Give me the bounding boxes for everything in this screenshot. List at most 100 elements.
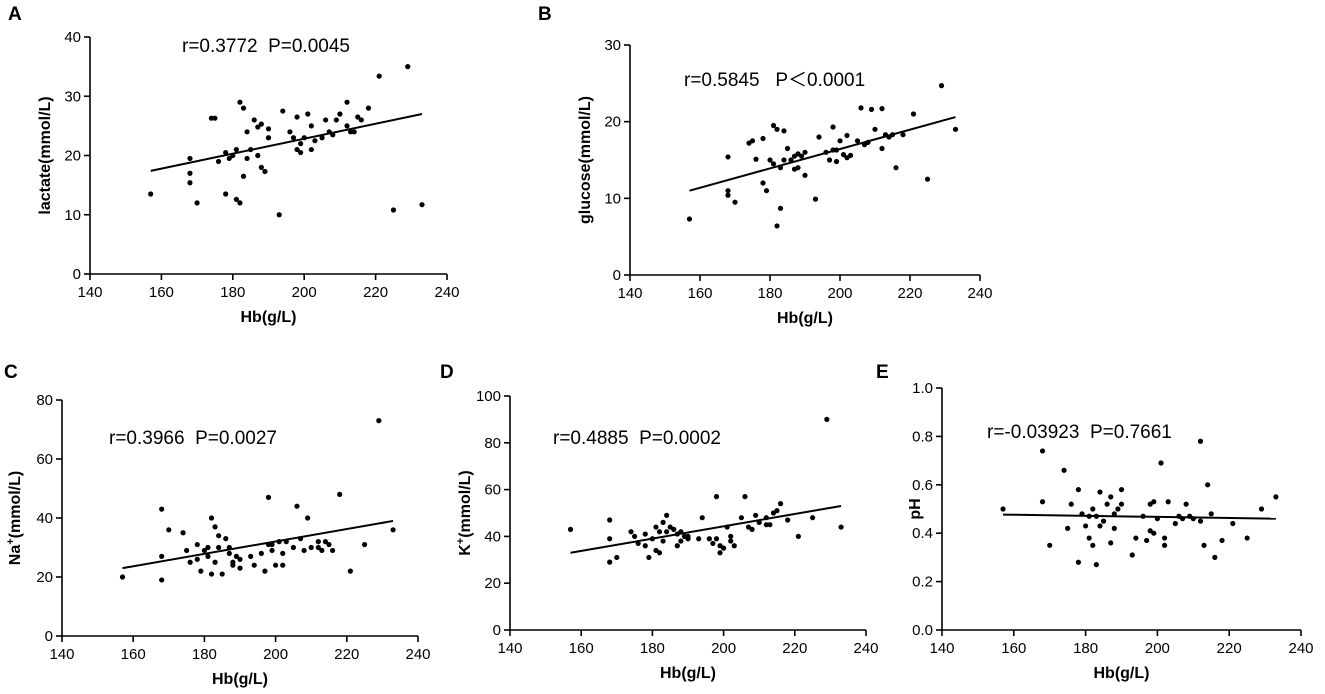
panel-c-data-point: [187, 559, 193, 565]
panel-b-data-point: [879, 145, 885, 152]
panel-d-data-point: [728, 533, 734, 540]
panel-e-y-tick-label: 0.8: [912, 428, 933, 445]
panel-b-x-tick-label: 160: [687, 285, 712, 302]
panel-d-y-tick-label: 20: [484, 575, 501, 592]
panel-c-y-tick-label: 60: [36, 451, 53, 468]
panel-e-data-point: [1118, 501, 1125, 507]
panel-a-data-point: [148, 191, 154, 197]
panel-e-letter: E: [876, 362, 889, 383]
panel-e-data-point: [1151, 530, 1157, 536]
panel-d-y-tick-label: 100: [476, 388, 501, 405]
panel-d-data-point: [742, 494, 748, 500]
panel-c-data-point: [230, 562, 236, 568]
panel-d-data-point: [635, 540, 641, 547]
panel-e-data-point: [1183, 501, 1189, 507]
panel-d-data-point: [738, 515, 745, 521]
panel-c-data-point: [237, 565, 243, 571]
panel-e-data-point: [1115, 506, 1121, 512]
panel-e-y-tick-label: 1.0: [912, 380, 933, 397]
panel-d-data-point: [664, 512, 670, 518]
panel-d-y-label-unit: (mmol/L): [457, 470, 474, 538]
panel-e-data-point: [1075, 487, 1082, 493]
panel-b-data-point: [924, 176, 931, 182]
panel-b-data-point: [865, 139, 871, 145]
panel-e-data-point: [1093, 513, 1099, 519]
panel-c-data-point: [283, 539, 289, 545]
panel-b-data-point: [952, 126, 959, 132]
panel-b-y-label-text: glucose(mmol/L): [577, 96, 594, 224]
panel-e-y-tick-label: 0.2: [912, 574, 933, 591]
panel-d-fit-line: [570, 504, 842, 554]
panel-c-data-point: [208, 515, 215, 521]
panel-e-data-point: [1165, 499, 1171, 505]
panel-a-y-tick-label: 0: [73, 266, 81, 283]
panel-e-data-point: [1086, 513, 1092, 519]
panel-a-data-point: [298, 149, 304, 156]
panel-d-x-tick-label: 180: [640, 640, 665, 657]
panel-d-data-point: [810, 515, 816, 521]
panel-d-x-tick-label: 240: [853, 640, 878, 657]
panel-a-data-point: [323, 117, 329, 123]
panel-d-data-point: [717, 550, 723, 556]
panel-d-data-point: [721, 545, 727, 551]
panel-c-x-tick-label: 200: [263, 646, 288, 663]
panel-a-data-point: [255, 124, 261, 130]
panel-e-data-point: [1075, 559, 1082, 565]
panel-c-y-label-text: Na: [7, 545, 24, 566]
panel-a-data-point: [187, 170, 193, 176]
panel-c-data-point: [216, 544, 222, 551]
panel-e-data-point: [1061, 467, 1067, 473]
panel-a-x-tick-label: 180: [220, 284, 245, 301]
panel-e-data-point: [1219, 537, 1225, 544]
panel-a-data-point: [240, 105, 247, 111]
panel-c-x-tick-label: 160: [121, 646, 146, 663]
panel-d-data-point: [632, 533, 638, 540]
panel-a-stats-annotation: r=0.3772 P=0.0045: [182, 36, 350, 57]
panel-c-data-point: [315, 539, 321, 545]
panel-a-data-point: [248, 146, 254, 153]
panel-e-data-point: [1108, 540, 1114, 546]
panel-b-y-tick-label: 30: [604, 37, 621, 54]
panel-d-x-tick-label: 200: [711, 640, 736, 657]
panel-c-data-point: [212, 559, 218, 565]
panel-e-data-point: [1179, 516, 1186, 522]
panel-e-data-point: [1158, 460, 1164, 466]
panel-e-data-point: [1083, 523, 1089, 529]
panel-d-data-point: [607, 536, 613, 542]
panel-a-data-point: [308, 146, 314, 153]
panel-c-data-point: [265, 494, 272, 500]
panel-c-x-tick-label: 220: [334, 646, 359, 663]
panel-d-data-point: [696, 536, 702, 542]
panel-c-x-tick-label: 240: [405, 646, 430, 663]
panel-d-data-point: [628, 529, 634, 535]
panel-c-data-point: [212, 524, 218, 530]
panel-b-data-point: [770, 161, 777, 167]
panel-d-data-point: [785, 517, 791, 523]
panel-b-y-tick-label: 20: [604, 114, 621, 131]
panel-a-data-point: [233, 196, 239, 202]
panel-d-data-point: [607, 559, 613, 565]
panel-c-data-point: [337, 491, 343, 497]
panel-d-data-point: [660, 519, 666, 525]
panel-d-data-point: [728, 538, 734, 544]
panel-a-data-point: [405, 64, 411, 70]
panel-b-data-point: [760, 180, 766, 186]
panel-c-data-point: [216, 533, 222, 539]
panel-b-data-point: [774, 126, 780, 132]
panel-b-data-point: [784, 145, 791, 152]
panel-a-data-point: [308, 123, 314, 129]
panel-e-x-tick-label: 200: [1145, 640, 1170, 657]
panel-a-data-point: [333, 117, 339, 123]
panel-a-data-point: [276, 212, 282, 218]
panel-b-data-point: [854, 138, 861, 144]
panel-d-x-tick-label: 220: [782, 640, 807, 657]
panel-e-data-point: [1190, 516, 1196, 522]
panel-c-data-point: [258, 550, 264, 557]
panel-d-x-tick-label: 140: [497, 640, 522, 657]
panel-d-data-point: [763, 522, 769, 528]
panel-d-y-tick-label: 60: [484, 482, 501, 499]
panel-b-data-point: [725, 188, 731, 194]
panel-e-x-tick-label: 160: [1001, 640, 1026, 657]
panel-c-data-point: [226, 550, 232, 557]
